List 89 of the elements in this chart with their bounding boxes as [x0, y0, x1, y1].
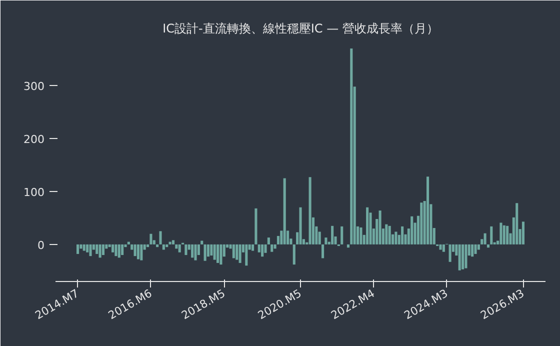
bar: [258, 244, 260, 252]
bar: [96, 244, 98, 254]
y-tick-label: 200: [24, 132, 45, 146]
bar: [236, 244, 238, 260]
bar: [340, 226, 344, 244]
bar: [502, 225, 506, 244]
bar: [261, 244, 264, 257]
bar: [378, 210, 382, 244]
bar: [458, 244, 461, 270]
bar: [426, 176, 430, 244]
bar: [385, 224, 388, 244]
bar: [112, 244, 114, 252]
bar: [156, 244, 159, 248]
bar: [150, 234, 152, 244]
chart-title: IC設計-直流轉換、線性穩壓IC — 營收成長率（月）: [162, 22, 438, 36]
bar: [477, 244, 480, 250]
bar: [252, 244, 254, 251]
bar: [245, 244, 248, 266]
bar: [114, 244, 118, 256]
bar: [76, 244, 80, 254]
bar: [516, 203, 518, 244]
bar: [210, 244, 213, 256]
bar: [89, 244, 92, 256]
bar: [490, 226, 493, 244]
bar: [166, 244, 168, 248]
bar: [175, 244, 178, 249]
bar: [206, 244, 210, 257]
bar: [184, 244, 188, 256]
bar: [232, 244, 235, 258]
bar: [464, 244, 468, 268]
bar: [299, 207, 302, 244]
bar: [366, 207, 369, 244]
bar: [350, 48, 353, 244]
bar: [394, 232, 398, 244]
bar: [442, 244, 445, 252]
bar: [308, 177, 312, 244]
y-tick-label: 0: [38, 238, 44, 252]
bar: [448, 244, 452, 262]
bar: [420, 202, 423, 244]
bar: [322, 244, 324, 258]
bar: [506, 226, 509, 244]
bar: [204, 244, 206, 261]
bar: [270, 244, 274, 252]
bar: [86, 244, 89, 252]
bar: [98, 244, 102, 258]
bar: [484, 233, 486, 244]
bar: [102, 244, 104, 256]
bar: [134, 244, 136, 256]
bar: [324, 238, 328, 244]
bar: [136, 244, 140, 260]
bar: [410, 216, 414, 244]
bar: [522, 222, 524, 244]
y-tick-label: 100: [24, 186, 45, 199]
bar: [200, 240, 204, 244]
bar: [264, 244, 267, 253]
bar: [267, 238, 270, 244]
bar: [146, 244, 150, 248]
bar: [254, 208, 258, 244]
bar: [178, 244, 181, 252]
bar: [82, 244, 86, 251]
bar: [168, 242, 172, 244]
bar: [162, 244, 165, 250]
bar: [194, 244, 197, 260]
bar: [121, 244, 124, 256]
y-tick-label: 300: [24, 80, 45, 94]
bar: [474, 244, 477, 254]
bar: [220, 244, 222, 265]
bar: [346, 244, 350, 248]
bar: [274, 244, 276, 249]
bar: [159, 231, 162, 244]
bar: [471, 244, 474, 257]
bar: [140, 244, 143, 260]
bar: [486, 244, 490, 248]
bar: [388, 226, 391, 244]
bar: [191, 244, 194, 258]
bar: [292, 244, 296, 265]
bar: [213, 244, 216, 260]
bar: [439, 244, 442, 250]
bar: [401, 226, 404, 244]
bar: [331, 226, 334, 244]
bar: [127, 242, 130, 244]
bar: [172, 240, 174, 244]
bar: [118, 244, 120, 258]
bar: [216, 244, 220, 263]
bar: [360, 227, 362, 244]
bar: [238, 244, 242, 263]
bar: [283, 178, 286, 244]
bar: [462, 244, 464, 270]
bar: [500, 222, 502, 244]
